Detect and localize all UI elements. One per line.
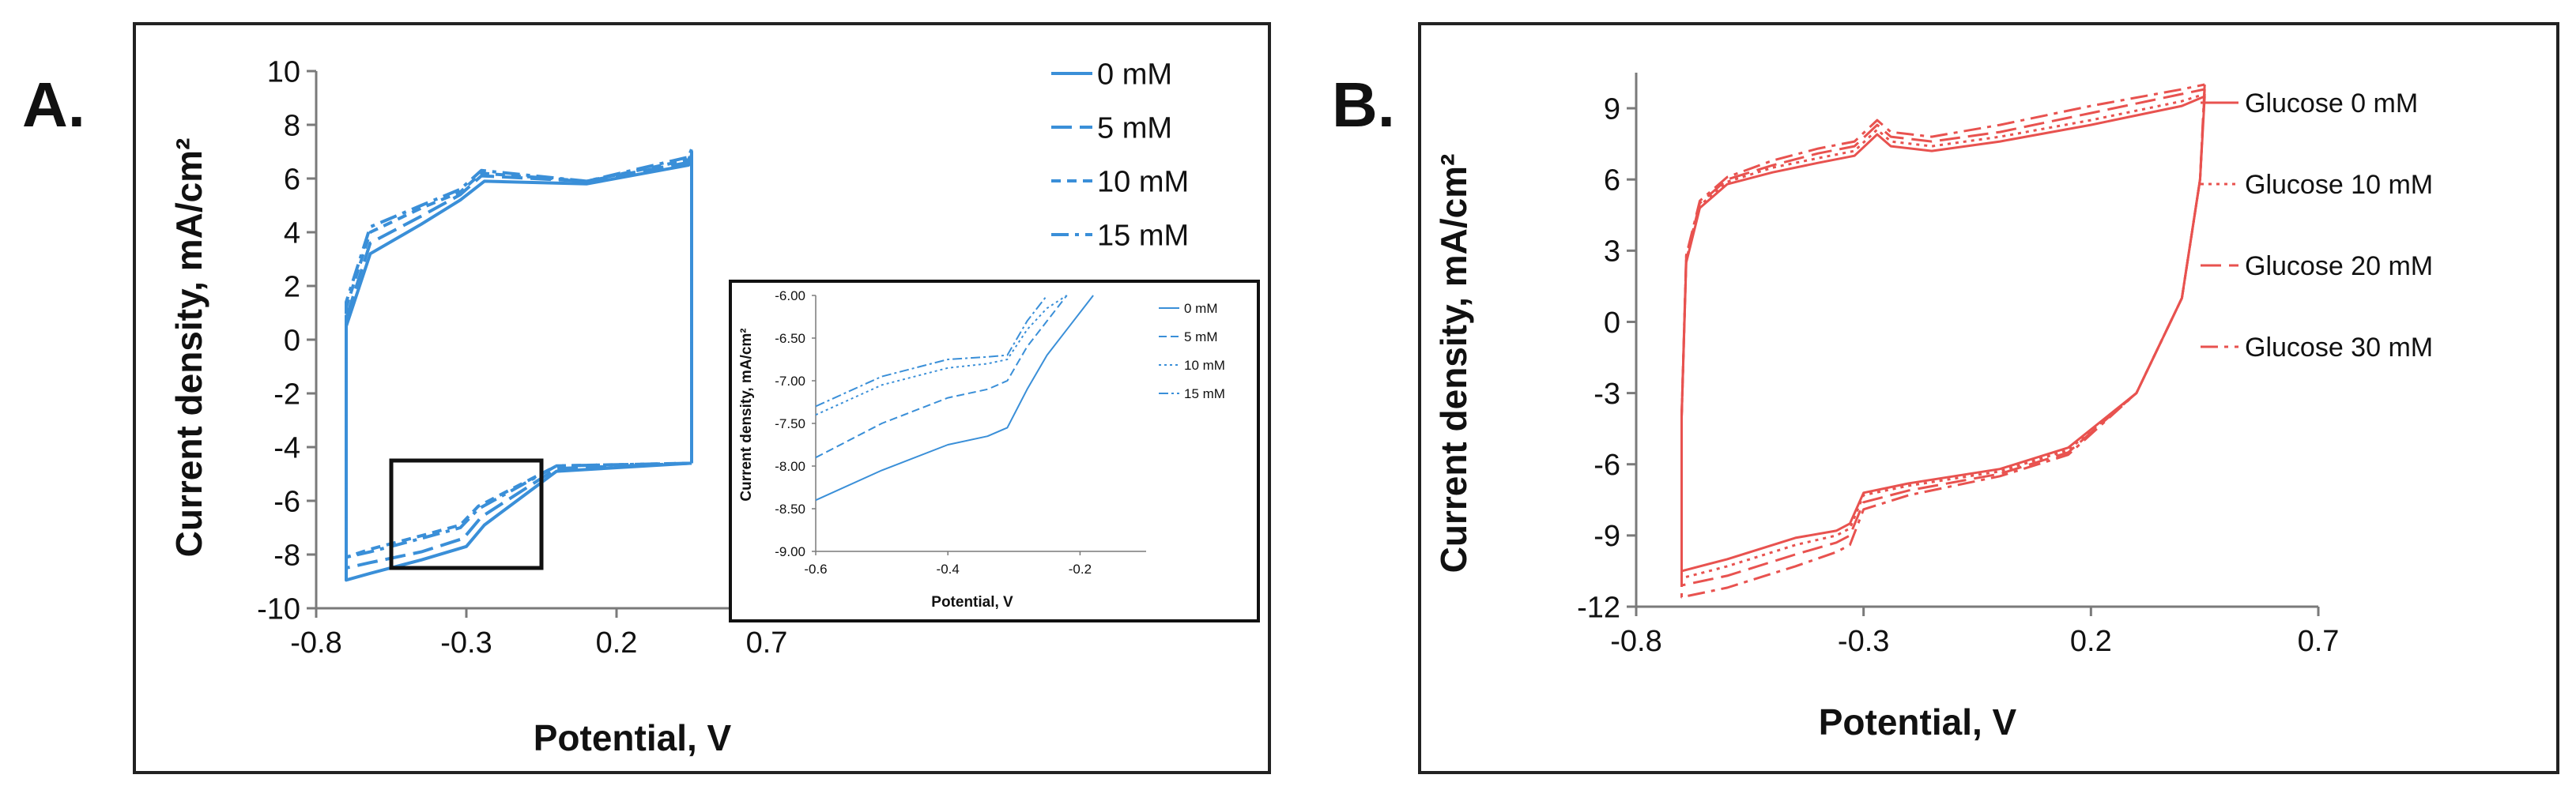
inset-frame bbox=[729, 280, 1260, 622]
inset-series bbox=[815, 295, 1094, 502]
panel-a-label: A. bbox=[22, 70, 85, 140]
inset-y-tick-label: -6.50 bbox=[775, 331, 805, 346]
panel-a-x-tick-label: -0.8 bbox=[290, 626, 341, 660]
panel-a-x-tick-label: 0.7 bbox=[746, 626, 788, 660]
inset-legend: 0 mM 5 mM 10 mM 15 mM bbox=[1159, 301, 1225, 401]
panel-b-series bbox=[1680, 83, 2206, 599]
panel-a-y-tick-label: 0 bbox=[284, 324, 300, 357]
panel-a-y-tick-label: 4 bbox=[284, 216, 300, 250]
panel-b-frame bbox=[1418, 22, 2559, 774]
panel-a-series bbox=[345, 147, 693, 582]
panel-a-inset: Current density, mA/cm² Potential, V -6.… bbox=[729, 280, 1260, 622]
panel-a-y-tick-label: 10 bbox=[267, 55, 300, 88]
inset-x-tick-label: -0.6 bbox=[804, 562, 827, 577]
panel-a-zoom-box bbox=[389, 458, 544, 570]
panel-b-y-tick-label: -6 bbox=[1593, 449, 1620, 482]
inset-x-axis-label: Potential, V bbox=[931, 594, 1013, 611]
inset-y-tick-label: -9.00 bbox=[775, 544, 805, 559]
panel-a-y-axis-label: Current density, mA/cm² bbox=[168, 138, 209, 558]
inset-legend-label: 0 mM bbox=[1184, 301, 1218, 316]
panel-b-legend: Glucose 0 mM Glucose 10 mM Glucose 20 mM Gl… bbox=[2201, 88, 2433, 363]
inset-series-line bbox=[815, 295, 1068, 459]
inset-legend-label: 10 mM bbox=[1184, 358, 1225, 373]
panel-b-legend-label: Glucose 30 mM bbox=[2245, 333, 2433, 363]
panel-b-x-axis-label: Potential, V bbox=[1819, 701, 2017, 743]
panel-b-x-tick-label: -0.3 bbox=[1838, 625, 1889, 658]
panel-b-y-tick-label: 9 bbox=[1604, 92, 1620, 126]
panel-a-y-tick-label: 2 bbox=[284, 270, 300, 303]
panel-a-series-line bbox=[345, 147, 693, 559]
panel-b-x-tick-label: 0.7 bbox=[2298, 625, 2340, 658]
panel-b-axes bbox=[1635, 73, 2318, 608]
panel-a: A. Current density, mA/cm² Potential, V … bbox=[22, 22, 1271, 774]
panel-b: B. Current density, mA/cm² Potential, V … bbox=[1332, 22, 2559, 774]
inset-y-axis-label: Current density, mA/cm² bbox=[738, 328, 755, 501]
panel-a-series-line bbox=[345, 150, 693, 570]
panel-b-y-tick-label: 0 bbox=[1604, 306, 1620, 340]
inset-legend-label: 15 mM bbox=[1184, 386, 1225, 401]
panel-b-legend-label: Glucose 20 mM bbox=[2245, 251, 2433, 281]
panel-a-legend-label: 10 mM bbox=[1097, 165, 1189, 198]
panel-a-legend: 0 mM 5 mM 10 mM 15 mM bbox=[1051, 58, 1189, 252]
panel-b-x-tick-label: 0.2 bbox=[2070, 625, 2112, 658]
inset-y-tick-label: -6.00 bbox=[775, 288, 805, 303]
panel-a-series-line bbox=[345, 152, 693, 582]
panel-b-y-ticks: 9 6 3 0 -3 -6 -9 -12 bbox=[1577, 92, 1636, 624]
panel-a-y-ticks: 10 8 6 4 2 0 -2 -4 -6 -8 -10 bbox=[257, 55, 316, 626]
panel-b-y-tick-label: -12 bbox=[1577, 591, 1620, 624]
panel-a-x-tick-label: -0.3 bbox=[440, 626, 492, 660]
panel-a-y-tick-label: -8 bbox=[273, 539, 300, 572]
panel-b-series-line bbox=[1680, 92, 2206, 580]
inset-y-ticks: -6.00 -6.50 -7.00 -7.50 -8.00 -8.50 -9.00 bbox=[775, 288, 816, 559]
panel-b-y-tick-label: -9 bbox=[1593, 520, 1620, 553]
panel-a-x-tick-label: 0.2 bbox=[596, 626, 638, 660]
panel-b-y-tick-label: -3 bbox=[1593, 378, 1620, 411]
inset-x-tick-label: -0.4 bbox=[937, 562, 960, 577]
panel-a-legend-label: 0 mM bbox=[1097, 58, 1172, 91]
panel-b-y-axis-label: Current density, mA/cm² bbox=[1433, 154, 1474, 573]
inset-series-line bbox=[815, 295, 1068, 416]
inset-y-tick-label: -8.50 bbox=[775, 502, 805, 517]
panel-a-legend-label: 5 mM bbox=[1097, 111, 1172, 145]
inset-legend-label: 5 mM bbox=[1184, 329, 1218, 344]
inset-x-tick-label: -0.2 bbox=[1069, 562, 1092, 577]
inset-series-line bbox=[815, 295, 1048, 408]
panel-b-x-tick-label: -0.8 bbox=[1610, 625, 1661, 658]
panel-a-y-tick-label: 6 bbox=[284, 163, 300, 196]
panel-b-label: B. bbox=[1332, 70, 1395, 140]
panel-b-series-line bbox=[1680, 83, 2206, 599]
panel-a-x-axis-label: Potential, V bbox=[534, 717, 732, 758]
panel-b-y-tick-label: 3 bbox=[1604, 235, 1620, 269]
inset-series-line bbox=[815, 295, 1094, 502]
inset-x-ticks: -0.6 -0.4 -0.2 bbox=[804, 551, 1092, 577]
panel-b-x-ticks: -0.8 -0.3 0.2 0.7 bbox=[1610, 607, 2339, 658]
panel-a-y-tick-label: -2 bbox=[273, 378, 300, 411]
panel-b-legend-label: Glucose 10 mM bbox=[2245, 170, 2433, 200]
panel-a-y-tick-label: -6 bbox=[273, 485, 300, 518]
panel-b-legend-label: Glucose 0 mM bbox=[2245, 88, 2418, 118]
panel-a-x-ticks: -0.8 -0.3 0.2 0.7 bbox=[290, 608, 787, 660]
panel-a-y-tick-label: -10 bbox=[257, 592, 300, 626]
panel-b-y-tick-label: 6 bbox=[1604, 164, 1620, 197]
panel-a-legend-label: 15 mM bbox=[1097, 219, 1189, 252]
inset-axes bbox=[815, 295, 1146, 552]
inset-y-tick-label: -8.00 bbox=[775, 459, 805, 474]
panel-a-y-tick-label: -4 bbox=[273, 431, 300, 464]
panel-a-y-tick-label: 8 bbox=[284, 109, 300, 142]
inset-y-tick-label: -7.50 bbox=[775, 416, 805, 431]
inset-y-tick-label: -7.00 bbox=[775, 374, 805, 389]
